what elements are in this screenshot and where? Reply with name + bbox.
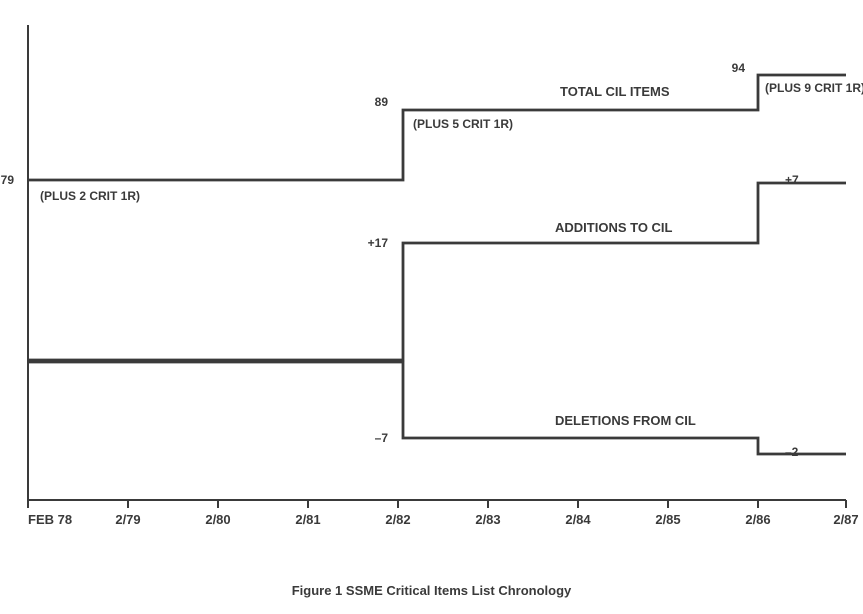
total-cil-items-annotation: (PLUS 5 CRIT 1R) bbox=[413, 117, 513, 131]
x-tick-label: 2/83 bbox=[475, 512, 500, 527]
deletions-from-cil-label: DELETIONS FROM CIL bbox=[555, 413, 696, 428]
deletions-from-cil-value: –7 bbox=[375, 431, 389, 445]
total-cil-items-annotation: (PLUS 9 CRIT 1R) bbox=[765, 81, 863, 95]
additions-to-cil-value: +17 bbox=[368, 236, 389, 250]
additions-to-cil-label: ADDITIONS TO CIL bbox=[555, 220, 673, 235]
chart-svg: FEB 78 2/79 2/80 2/81 2/82 2/83 2/84 2/85 2/86 2/… bbox=[0, 0, 863, 614]
figure-caption: Figure 1 SSME Critical Items List Chrono… bbox=[292, 583, 572, 598]
total-cil-items-value: 79 bbox=[1, 173, 15, 187]
total-cil-items-value: 94 bbox=[732, 61, 746, 75]
deletions-from-cil-line bbox=[28, 362, 846, 454]
x-tick-label: FEB 78 bbox=[28, 512, 72, 527]
deletions-from-cil-value: –2 bbox=[785, 445, 799, 459]
axes bbox=[28, 25, 846, 500]
x-tick-label: 2/84 bbox=[565, 512, 591, 527]
x-tick-label: 2/86 bbox=[745, 512, 770, 527]
x-tick-label: 2/82 bbox=[385, 512, 410, 527]
x-tick-label: 2/80 bbox=[205, 512, 230, 527]
total-cil-items-label: TOTAL CIL ITEMS bbox=[560, 84, 670, 99]
x-tick-label: 2/87 bbox=[833, 512, 858, 527]
additions-to-cil-value: +7 bbox=[785, 173, 799, 187]
x-tick-label: 2/81 bbox=[295, 512, 320, 527]
x-tick-label: 2/79 bbox=[115, 512, 140, 527]
x-tick-label: 2/85 bbox=[655, 512, 680, 527]
total-cil-items-annotation: (PLUS 2 CRIT 1R) bbox=[40, 189, 140, 203]
chart-container: FEB 78 2/79 2/80 2/81 2/82 2/83 2/84 2/85 2/86 2/… bbox=[0, 0, 863, 614]
additions-to-cil-line bbox=[28, 183, 846, 360]
total-cil-items-value: 89 bbox=[375, 95, 389, 109]
